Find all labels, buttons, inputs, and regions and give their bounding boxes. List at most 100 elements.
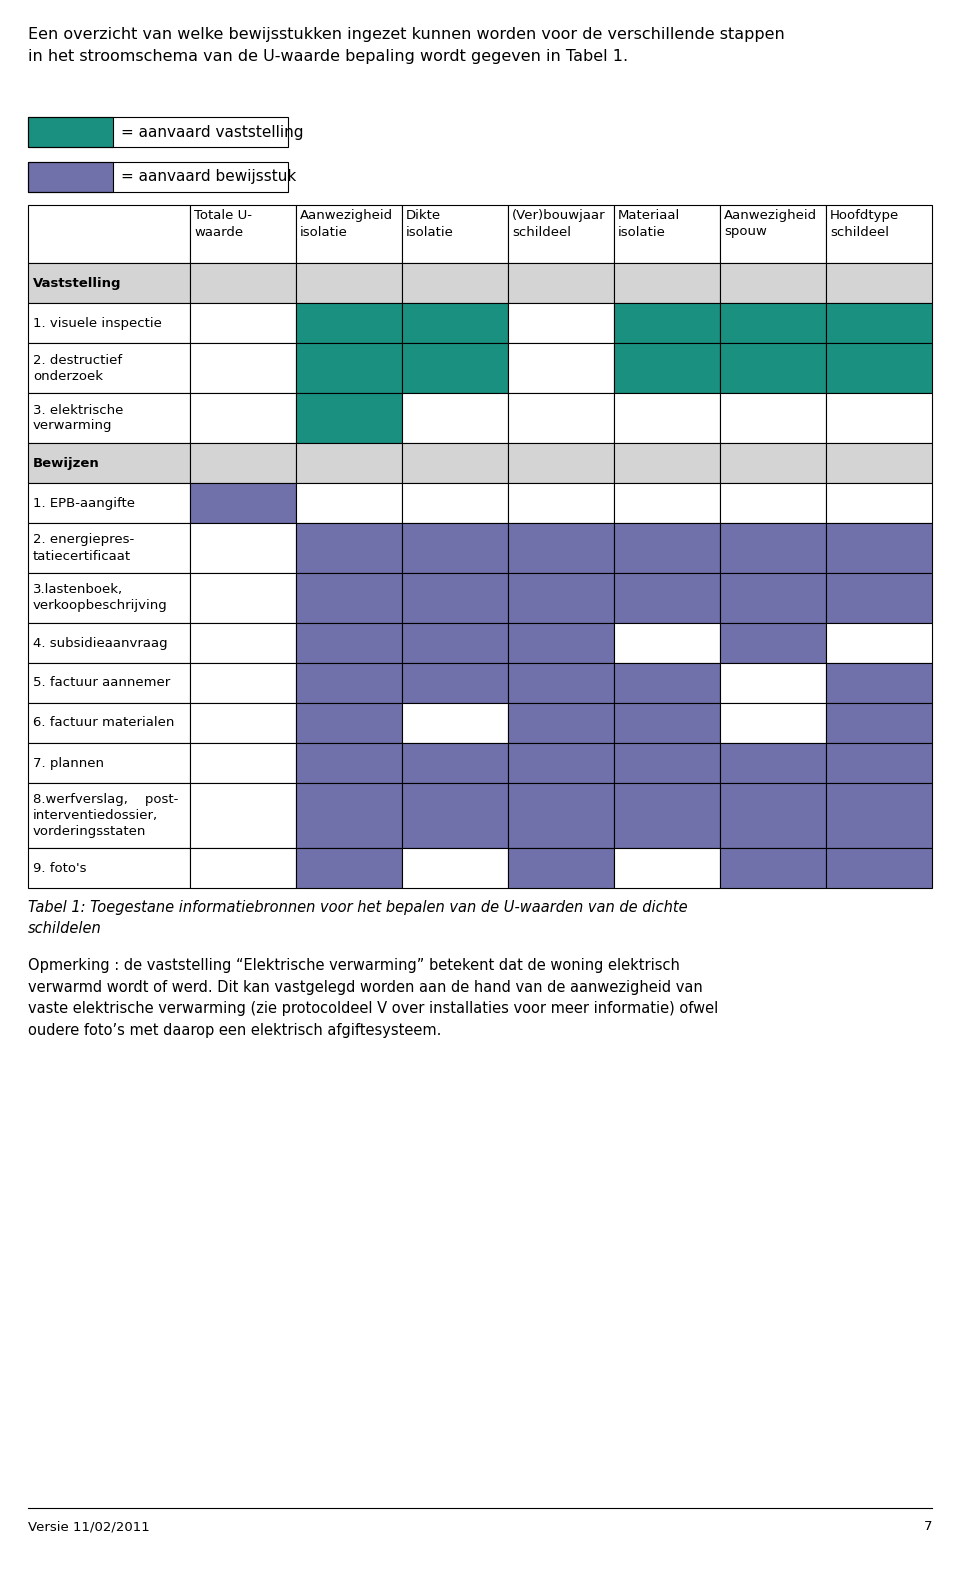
FancyBboxPatch shape [296,783,402,848]
FancyBboxPatch shape [720,703,826,743]
Text: Opmerking : de vaststelling “Elektrische verwarming” betekent dat de woning elek: Opmerking : de vaststelling “Elektrische… [28,958,718,1038]
FancyBboxPatch shape [296,484,402,523]
FancyBboxPatch shape [28,743,190,783]
FancyBboxPatch shape [296,523,402,573]
FancyBboxPatch shape [190,206,296,264]
FancyBboxPatch shape [190,342,296,392]
FancyBboxPatch shape [720,523,826,573]
Text: 3.lastenboek,
verkoopbeschrijving: 3.lastenboek, verkoopbeschrijving [33,584,168,612]
FancyBboxPatch shape [296,743,402,783]
FancyBboxPatch shape [508,484,614,523]
FancyBboxPatch shape [296,342,402,392]
Text: 5. factuur aannemer: 5. factuur aannemer [33,677,170,689]
FancyBboxPatch shape [826,443,932,484]
FancyBboxPatch shape [28,484,190,523]
Text: 1. visuele inspectie: 1. visuele inspectie [33,317,162,330]
FancyBboxPatch shape [614,663,720,703]
FancyBboxPatch shape [508,523,614,573]
FancyBboxPatch shape [28,848,190,889]
FancyBboxPatch shape [296,443,402,484]
FancyBboxPatch shape [614,783,720,848]
FancyBboxPatch shape [402,783,508,848]
Text: Bewijzen: Bewijzen [33,457,100,469]
FancyBboxPatch shape [190,848,296,889]
FancyBboxPatch shape [720,303,826,342]
Text: Materiaal
isolatie: Materiaal isolatie [618,209,681,239]
FancyBboxPatch shape [296,264,402,303]
FancyBboxPatch shape [190,443,296,484]
FancyBboxPatch shape [508,264,614,303]
FancyBboxPatch shape [402,443,508,484]
FancyBboxPatch shape [826,206,932,264]
FancyBboxPatch shape [28,783,190,848]
FancyBboxPatch shape [296,392,402,443]
FancyBboxPatch shape [614,848,720,889]
FancyBboxPatch shape [720,484,826,523]
FancyBboxPatch shape [28,264,190,303]
FancyBboxPatch shape [28,392,190,443]
FancyBboxPatch shape [826,523,932,573]
FancyBboxPatch shape [826,848,932,889]
FancyBboxPatch shape [508,743,614,783]
FancyBboxPatch shape [508,783,614,848]
Text: Vaststelling: Vaststelling [33,276,122,289]
FancyBboxPatch shape [296,303,402,342]
FancyBboxPatch shape [614,342,720,392]
FancyBboxPatch shape [28,703,190,743]
FancyBboxPatch shape [296,206,402,264]
FancyBboxPatch shape [826,743,932,783]
FancyBboxPatch shape [28,118,113,148]
FancyBboxPatch shape [720,573,826,623]
FancyBboxPatch shape [826,303,932,342]
FancyBboxPatch shape [614,206,720,264]
FancyBboxPatch shape [826,623,932,663]
FancyBboxPatch shape [720,206,826,264]
Text: 6. factuur materialen: 6. factuur materialen [33,716,175,730]
FancyBboxPatch shape [296,623,402,663]
FancyBboxPatch shape [28,443,190,484]
FancyBboxPatch shape [720,623,826,663]
FancyBboxPatch shape [508,206,614,264]
FancyBboxPatch shape [614,392,720,443]
FancyBboxPatch shape [402,663,508,703]
FancyBboxPatch shape [826,264,932,303]
FancyBboxPatch shape [402,392,508,443]
FancyBboxPatch shape [190,264,296,303]
Text: 9. foto's: 9. foto's [33,862,86,874]
FancyBboxPatch shape [28,342,190,392]
FancyBboxPatch shape [614,743,720,783]
FancyBboxPatch shape [508,848,614,889]
FancyBboxPatch shape [28,663,190,703]
FancyBboxPatch shape [190,573,296,623]
FancyBboxPatch shape [720,443,826,484]
Text: 4. subsidieaanvraag: 4. subsidieaanvraag [33,636,168,650]
FancyBboxPatch shape [614,484,720,523]
FancyBboxPatch shape [296,663,402,703]
FancyBboxPatch shape [402,743,508,783]
Text: 8.werfverslag,    post-
interventiedossier,
vorderingsstaten: 8.werfverslag, post- interventiedossier,… [33,793,179,838]
Text: 2. destructief
onderzoek: 2. destructief onderzoek [33,353,122,383]
FancyBboxPatch shape [190,303,296,342]
FancyBboxPatch shape [402,264,508,303]
FancyBboxPatch shape [402,573,508,623]
FancyBboxPatch shape [508,623,614,663]
Text: Een overzicht van welke bewijsstukken ingezet kunnen worden voor de verschillend: Een overzicht van welke bewijsstukken in… [28,27,784,64]
FancyBboxPatch shape [28,206,190,264]
Text: 7: 7 [924,1520,932,1532]
Text: = aanvaard vaststelling: = aanvaard vaststelling [121,124,303,140]
FancyBboxPatch shape [614,443,720,484]
FancyBboxPatch shape [296,848,402,889]
Text: Hoofdtype
schildeel: Hoofdtype schildeel [830,209,900,239]
FancyBboxPatch shape [190,783,296,848]
FancyBboxPatch shape [28,573,190,623]
FancyBboxPatch shape [614,303,720,342]
FancyBboxPatch shape [720,743,826,783]
FancyBboxPatch shape [508,663,614,703]
Text: 2. energiepres-
tatiecertificaat: 2. energiepres- tatiecertificaat [33,534,134,562]
FancyBboxPatch shape [296,703,402,743]
Text: = aanvaard bewijsstuk: = aanvaard bewijsstuk [121,170,297,185]
Text: Aanwezigheid
isolatie: Aanwezigheid isolatie [300,209,394,239]
FancyBboxPatch shape [614,264,720,303]
FancyBboxPatch shape [28,303,190,342]
FancyBboxPatch shape [720,392,826,443]
